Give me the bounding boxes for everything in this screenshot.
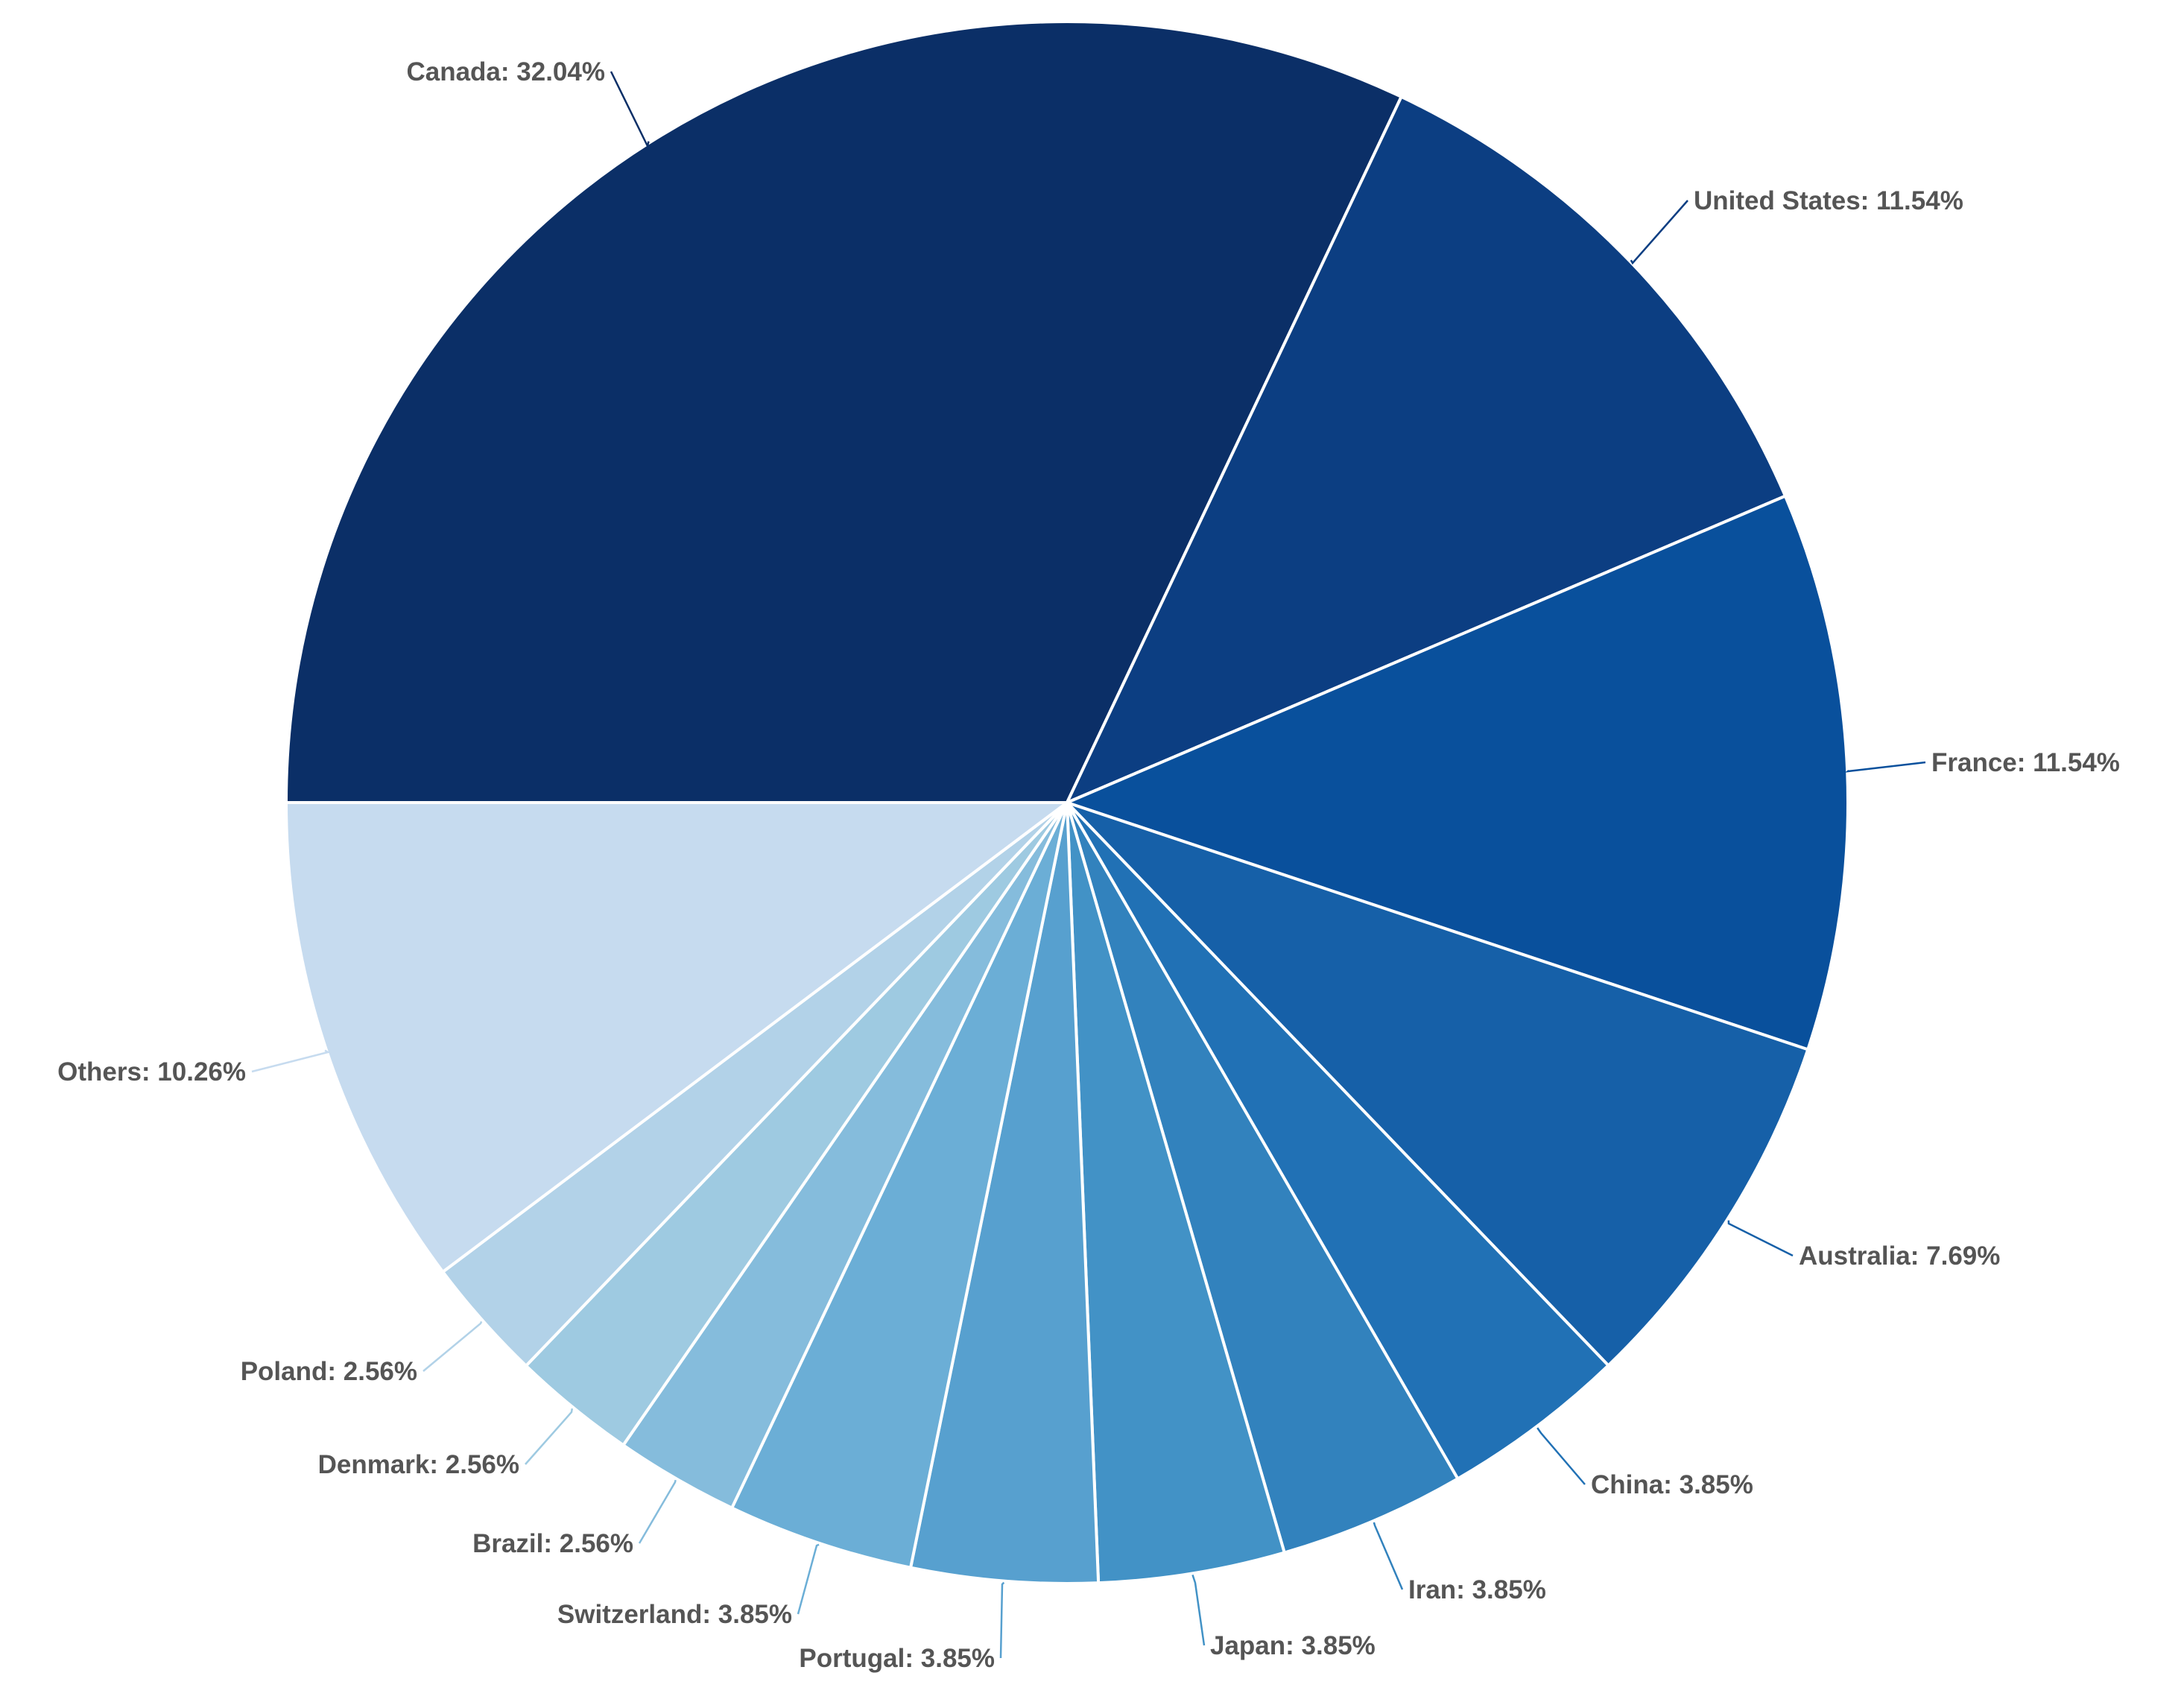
pie-slice-canada xyxy=(285,20,1403,804)
pie-slice-iran xyxy=(1066,801,1460,1554)
leader-line-france xyxy=(1844,761,1926,773)
leader-line-japan xyxy=(1191,1575,1206,1646)
slice-label-france: France: 11.54% xyxy=(1931,748,2120,777)
leader-line-iran xyxy=(1373,1522,1404,1590)
pie-slice-united-states xyxy=(1066,95,1787,804)
slices-layer xyxy=(285,20,1849,1585)
pie-slice-others xyxy=(285,801,1069,1274)
labels-layer: Canada: 32.04% United States: 11.54% Franc… xyxy=(57,57,2120,1673)
leader-line-denmark xyxy=(525,1408,574,1465)
pie-slice-japan xyxy=(1066,801,1286,1585)
slice-label-iran: Iran: 3.85% xyxy=(1408,1575,1546,1604)
slice-label-united-states: United States: 11.54% xyxy=(1694,186,1963,215)
leader-line-united-states xyxy=(1630,200,1688,265)
pie-slice-australia xyxy=(1066,801,1810,1367)
slice-label-others: Others: 10.26% xyxy=(57,1057,246,1086)
slice-label-china: China: 3.85% xyxy=(1591,1470,1753,1499)
leader-line-switzerland xyxy=(797,1543,820,1615)
slice-label-japan: Japan: 3.85% xyxy=(1210,1631,1376,1660)
leader-line-poland xyxy=(422,1320,483,1372)
leader-line-canada xyxy=(610,71,650,149)
leader-line-china xyxy=(1536,1427,1586,1485)
slice-label-denmark: Denmark: 2.56% xyxy=(318,1450,519,1479)
slice-label-australia: Australia: 7.69% xyxy=(1799,1241,2000,1271)
slice-label-poland: Poland: 2.56% xyxy=(241,1357,417,1386)
slice-label-portugal: Portugal: 3.85% xyxy=(799,1644,995,1673)
leader-lines-layer xyxy=(251,71,1926,1659)
leader-line-australia xyxy=(1727,1220,1794,1257)
leader-line-portugal xyxy=(999,1581,1005,1659)
leader-line-brazil xyxy=(638,1479,677,1544)
slice-label-canada: Canada: 32.04% xyxy=(406,57,605,86)
slice-label-brazil: Brazil: 2.56% xyxy=(472,1529,633,1558)
slice-label-switzerland: Switzerland: 3.85% xyxy=(557,1600,792,1629)
leader-line-others xyxy=(251,1049,331,1073)
pie-slice-switzerland xyxy=(730,801,1069,1569)
pie-slice-portugal xyxy=(909,801,1101,1585)
pie-slice-china xyxy=(1066,801,1610,1481)
